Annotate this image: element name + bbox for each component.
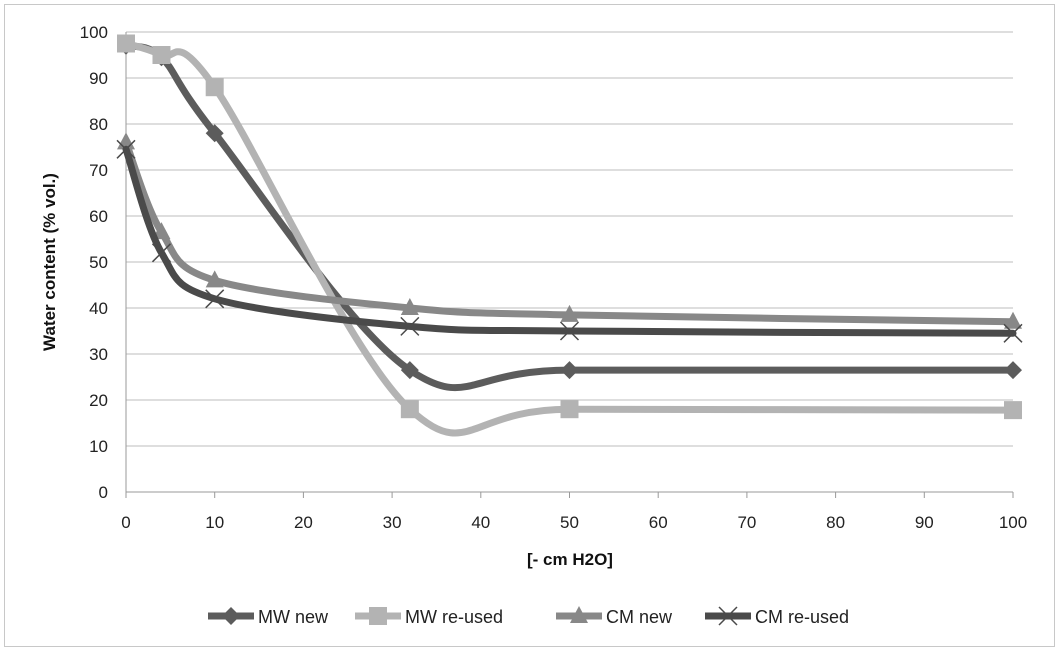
legend-item: CM re-used (705, 606, 849, 627)
series-cm-new (117, 132, 1022, 329)
y-tick-label: 70 (89, 161, 108, 180)
data-point (205, 124, 224, 143)
gridlines (125, 31, 1014, 498)
data-point (116, 139, 136, 159)
series-group (116, 34, 1023, 437)
legend-marker (570, 606, 588, 623)
data-point (152, 46, 171, 64)
data-point (400, 316, 420, 336)
x-tick-label: 20 (294, 513, 313, 532)
x-tick-label: 30 (383, 513, 402, 532)
series-line (122, 42, 1017, 392)
data-point (205, 289, 225, 309)
data-point (205, 78, 224, 97)
x-tick-label: 50 (560, 513, 579, 532)
x-tick-label: 100 (999, 513, 1027, 532)
series-mw-re-used (117, 34, 1022, 437)
data-point (1004, 401, 1022, 420)
y-tick-label: 10 (89, 437, 108, 456)
legend-marker (222, 607, 240, 625)
data-point (560, 400, 579, 419)
x-axis-label: [- cm H2O] (527, 550, 613, 569)
x-tick-label: 80 (826, 513, 845, 532)
data-point (152, 222, 171, 240)
x-tick-label: 60 (649, 513, 668, 532)
legend-item: MW re-used (355, 607, 503, 627)
legend-item: CM new (556, 606, 673, 627)
x-tick-label: 0 (121, 513, 130, 532)
y-tick-label: 80 (89, 115, 108, 134)
data-point (400, 400, 419, 419)
data-point (560, 304, 579, 322)
y-tick-labels: 0 10 20 30 40 50 60 70 80 90 100 (80, 23, 108, 502)
y-tick-label: 30 (89, 345, 108, 364)
legend-label: MW new (258, 607, 329, 627)
legend: MW new MW re-used CM new CM re-used (208, 606, 849, 627)
x-tick-label: 90 (915, 513, 934, 532)
legend-label: CM re-used (755, 607, 849, 627)
data-point (151, 243, 172, 263)
x-tick-label: 10 (205, 513, 224, 532)
data-point (400, 361, 419, 380)
chart-frame (4, 4, 1055, 647)
data-point (560, 361, 579, 380)
y-tick-label: 40 (89, 299, 108, 318)
legend-label: CM new (606, 607, 673, 627)
series-line (122, 40, 1017, 437)
data-point (559, 321, 580, 341)
x-tick-label: 70 (737, 513, 756, 532)
y-tick-label: 90 (89, 69, 108, 88)
legend-marker (369, 607, 387, 625)
y-tick-label: 50 (89, 253, 108, 272)
data-point (1004, 361, 1022, 380)
x-tick-labels: 0 10 20 30 40 50 60 70 80 90 100 (121, 513, 1027, 532)
y-tick-label: 0 (99, 483, 108, 502)
data-point (117, 34, 135, 53)
x-tick-label: 40 (471, 513, 490, 532)
legend-item: MW new (208, 607, 329, 627)
y-tick-label: 60 (89, 207, 108, 226)
data-point (1004, 311, 1022, 329)
data-point (205, 270, 224, 288)
legend-label: MW re-used (405, 607, 503, 627)
legend-marker (718, 606, 738, 626)
series-cm-re-used (116, 139, 1023, 343)
data-point (400, 298, 419, 315)
y-tick-label: 20 (89, 391, 108, 410)
y-axis-label: Water content (% vol.) (40, 173, 59, 351)
y-tick-label: 100 (80, 23, 108, 42)
data-point (1003, 323, 1023, 343)
